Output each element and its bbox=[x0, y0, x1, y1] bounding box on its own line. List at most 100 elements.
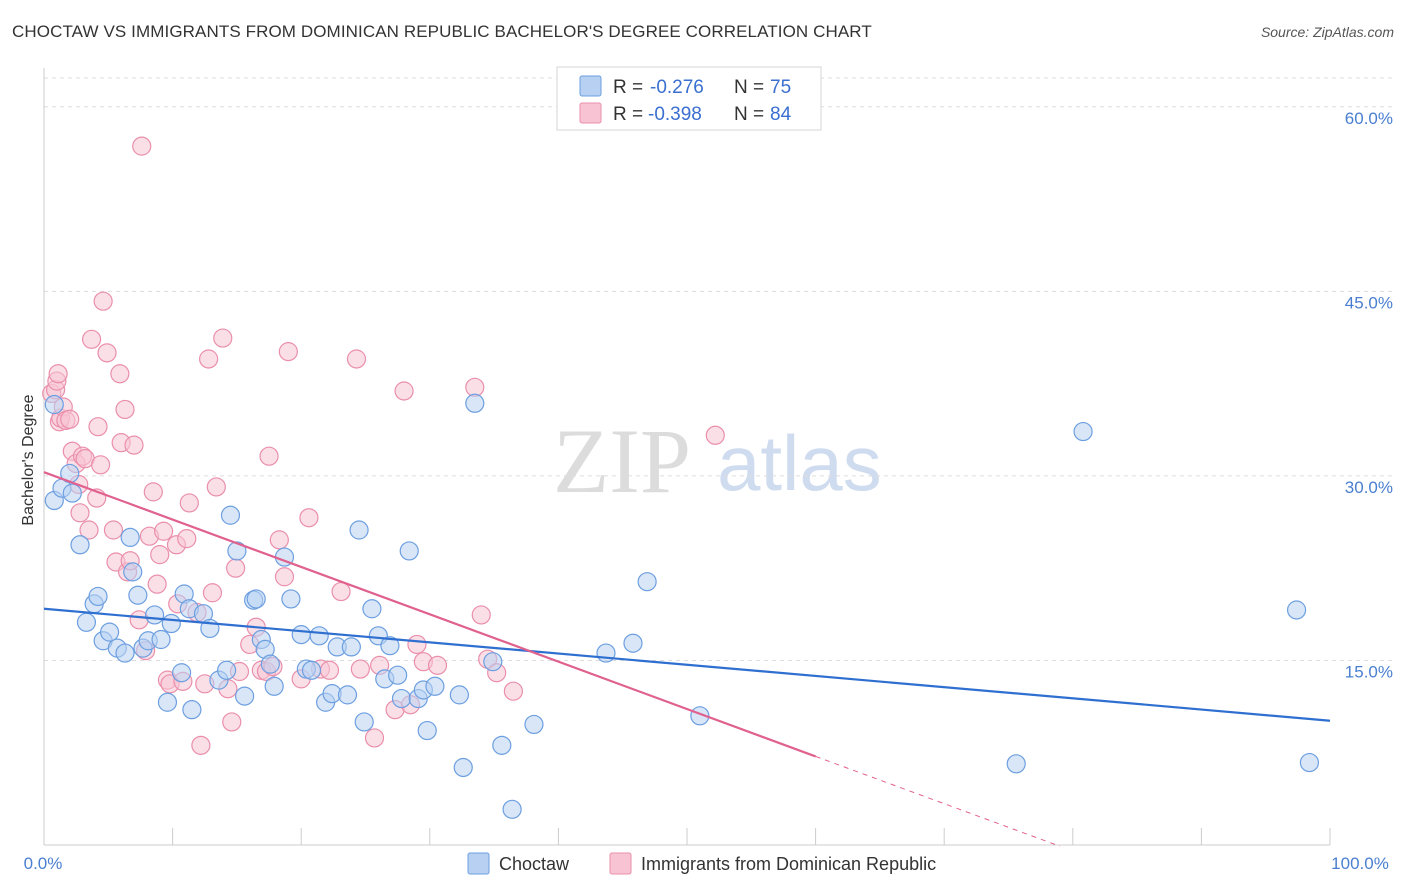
legend-n-value-dominican: 84 bbox=[770, 104, 792, 125]
dominican-point-44 bbox=[179, 493, 199, 513]
choctaw-point-69 bbox=[524, 714, 544, 735]
dominican-point-31 bbox=[132, 136, 152, 156]
choctaw-point-12 bbox=[115, 643, 135, 663]
choctaw-point-49 bbox=[341, 637, 361, 657]
choctaw-point-48 bbox=[337, 685, 358, 705]
dominican-trend-extension bbox=[815, 755, 1061, 847]
x-tick-label-min: 0.0% bbox=[24, 854, 63, 873]
choctaw-point-29 bbox=[217, 660, 237, 680]
choctaw-point-14 bbox=[123, 562, 143, 582]
legend-r-value-dominican: -0.398 bbox=[648, 104, 702, 125]
choctaw-point-71 bbox=[623, 633, 643, 653]
choctaw-point-62 bbox=[425, 676, 445, 696]
choctaw-point-25 bbox=[182, 700, 202, 720]
legend-swatch-choctaw bbox=[579, 75, 602, 97]
choctaw-point-65 bbox=[465, 393, 485, 413]
dominican-point-84 bbox=[503, 681, 523, 701]
legend-swatch-dominican bbox=[579, 102, 602, 124]
bottom-legend-label-choctaw: Choctaw bbox=[499, 854, 570, 874]
choctaw-point-31 bbox=[227, 541, 247, 561]
dominican-point-68 bbox=[319, 660, 340, 680]
dominican-point-48 bbox=[199, 349, 219, 369]
choctaw-point-0 bbox=[44, 394, 64, 415]
choctaw-point-63 bbox=[449, 685, 469, 705]
y-axis-label: Bachelor's Degree bbox=[20, 394, 37, 525]
choctaw-point-40 bbox=[281, 589, 301, 609]
dominican-point-69 bbox=[331, 581, 351, 602]
choctaw-point-77 bbox=[1299, 752, 1320, 773]
choctaw-point-61 bbox=[417, 720, 437, 741]
bottom-legend-swatch-choctaw bbox=[467, 852, 490, 875]
dominican-point-49 bbox=[202, 583, 223, 603]
dominican-point-60 bbox=[259, 446, 279, 466]
legend-n-value-choctaw: 75 bbox=[770, 77, 791, 98]
dominican-point-37 bbox=[153, 521, 174, 541]
dominican-point-22 bbox=[103, 520, 124, 540]
choctaw-point-4 bbox=[62, 483, 82, 503]
dominican-point-71 bbox=[350, 659, 370, 679]
dominican-point-18 bbox=[88, 417, 108, 437]
dominican-point-34 bbox=[143, 482, 163, 502]
dominican-point-81 bbox=[471, 605, 491, 625]
y-tick-label-45: 45.0% bbox=[1345, 293, 1393, 312]
choctaw-point-52 bbox=[362, 599, 382, 619]
dominican-point-64 bbox=[278, 342, 298, 362]
dominican-point-8 bbox=[60, 409, 80, 429]
dominican-trend-line bbox=[43, 471, 816, 758]
choctaw-point-76 bbox=[1286, 600, 1307, 620]
watermark-zip: ZIP bbox=[553, 410, 691, 512]
dominican-point-75 bbox=[394, 381, 414, 401]
dominican-point-46 bbox=[191, 735, 211, 755]
choctaw-point-56 bbox=[388, 665, 408, 685]
dominican-point-20 bbox=[93, 291, 113, 311]
choctaw-point-19 bbox=[151, 629, 171, 650]
dominican-point-36 bbox=[150, 545, 170, 565]
series-legend: Choctaw Immigrants from Dominican Republ… bbox=[467, 852, 936, 875]
y-tick-labels: 15.0% 30.0% 45.0% 60.0% bbox=[1345, 109, 1393, 682]
choctaw-point-37 bbox=[260, 654, 280, 674]
dominican-point-24 bbox=[110, 364, 130, 384]
dominican-point-35 bbox=[147, 574, 167, 594]
choctaw-point-21 bbox=[161, 613, 181, 634]
dominican-point-51 bbox=[213, 328, 233, 348]
dominican-point-12 bbox=[70, 503, 90, 523]
choctaw-point-22 bbox=[172, 663, 192, 683]
dominican-point-50 bbox=[206, 477, 226, 497]
dominican-point-53 bbox=[222, 712, 242, 732]
choctaw-point-32 bbox=[235, 686, 255, 706]
x-tick-label-max: 100.0% bbox=[1331, 854, 1389, 873]
legend-r-value-choctaw: -0.276 bbox=[650, 77, 704, 98]
dominican-point-26 bbox=[115, 399, 135, 420]
dominican-point-29 bbox=[124, 435, 144, 455]
dominican-point-79 bbox=[427, 655, 448, 675]
choctaw-point-64 bbox=[453, 757, 473, 778]
choctaw-point-75 bbox=[1073, 421, 1093, 442]
choctaw-point-38 bbox=[264, 676, 284, 696]
watermark-atlas: atlas bbox=[717, 419, 882, 507]
choctaw-point-20 bbox=[157, 692, 178, 712]
dominican-point-19 bbox=[90, 455, 111, 475]
choctaw-trend-line bbox=[43, 607, 1331, 722]
choctaw-point-50 bbox=[349, 520, 369, 540]
legend-n-label-dominican: N = bbox=[734, 104, 764, 125]
choctaw-point-67 bbox=[492, 735, 512, 755]
dominican-point-21 bbox=[97, 343, 117, 363]
choctaw-point-70 bbox=[596, 643, 616, 663]
dominican-point-43 bbox=[177, 529, 197, 549]
y-tick-label-15: 15.0% bbox=[1345, 662, 1393, 681]
choctaw-point-8 bbox=[88, 586, 108, 607]
dominican-point-16 bbox=[81, 329, 102, 349]
choctaw-point-51 bbox=[354, 712, 374, 732]
dominican-point-72 bbox=[364, 728, 385, 748]
choctaw-point-6 bbox=[76, 612, 97, 632]
choctaw-point-10 bbox=[99, 622, 120, 642]
y-tick-label-30: 30.0% bbox=[1345, 478, 1393, 497]
choctaw-point-74 bbox=[1006, 754, 1026, 774]
dominican-point-66 bbox=[299, 508, 319, 528]
choctaw-point-15 bbox=[128, 585, 148, 605]
bottom-legend-swatch-dominican bbox=[609, 852, 632, 875]
choctaw-point-72 bbox=[637, 572, 657, 592]
legend-n-label-choctaw: N = bbox=[734, 77, 764, 98]
choctaw-point-68 bbox=[502, 799, 522, 819]
choctaw-point-34 bbox=[246, 589, 266, 609]
